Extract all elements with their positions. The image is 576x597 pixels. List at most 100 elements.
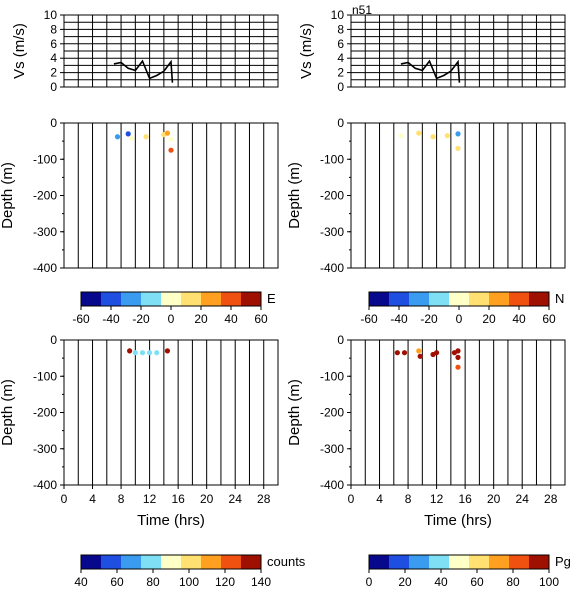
colorbar-swatch [509,555,530,569]
data-point [398,133,404,139]
vs-axis-label: Vs (m/s) [11,23,28,79]
data-point [164,348,171,354]
depth-panel-frame [350,122,566,269]
colorbar-swatch [81,555,102,569]
colorbar-label: E [267,291,276,306]
data-point [455,131,461,137]
vs-tick-label: 10 [44,8,58,22]
data-point [455,145,461,151]
data-point [125,131,131,137]
depth-tick-label: -400 [33,261,57,275]
depth-tick-label: -100 [320,152,344,166]
depth-tick-label: -400 [320,261,344,275]
colorbar-swatch [241,292,262,306]
colorbar-swatch [181,292,202,306]
data-point [430,134,436,140]
vs-tick-label: 6 [50,37,57,51]
colorbar-tick-label: 0 [366,575,373,589]
depth-panel-depth-e: 0 -100 -200 -300 -400 Depth (m) [0,116,279,275]
data-point [416,348,422,354]
colorbar-swatch [141,292,162,306]
data-point [139,350,146,356]
colorbar-cb-pg: 0 20 40 60 80 100 Pg [366,554,571,589]
colorbar-swatch [201,555,222,569]
colorbar-cb-n: -60 -40 -20 0 20 40 60 N [360,291,564,326]
data-point [147,350,153,356]
vs-tick-label: 8 [337,22,344,36]
colorbar-tick-label: -40 [390,312,408,326]
colorbar-cb-counts: 40 60 80 100 120 140 counts [74,554,305,589]
depth-tick-label: -300 [33,442,57,456]
vs-tick-label: 4 [337,51,344,65]
colorbar-swatch [469,292,490,306]
colorbar-swatch [141,555,162,569]
colorbar-tick-label: 100 [179,575,199,589]
depth-axis-label: Depth (m) [0,162,16,229]
colorbar-tick-label: 40 [224,312,238,326]
data-point [434,350,440,356]
colorbar-tick-label: 140 [251,575,271,589]
vs-tick-label: 0 [337,80,344,94]
colorbar-swatch [489,292,510,306]
colorbar-swatch [241,555,262,569]
depth-tick-label: -400 [33,478,57,492]
time-tick-label: 4 [89,492,96,506]
colorbar-tick-label: 80 [506,575,520,589]
depth-panel-frame [350,339,566,486]
vs-tick-label: 6 [337,37,344,51]
data-point [168,136,174,142]
depth-tick-label: -200 [320,406,344,420]
colorbar-tick-label: 60 [110,575,124,589]
vs-tick-label: 4 [50,51,57,65]
colorbar-swatch [121,292,142,306]
time-axis-label: Time (hrs) [137,512,205,529]
time-tick-label: 0 [348,492,355,506]
colorbar-swatch [429,555,450,569]
time-tick-label: 12 [143,492,157,506]
data-point [394,350,400,356]
time-axis-label: Time (hrs) [424,512,492,529]
depth-tick-label: 0 [50,333,57,347]
colorbar-tick-label: 20 [482,312,496,326]
colorbar-tick-label: 60 [542,312,556,326]
time-tick-label: 24 [516,492,530,506]
colorbar-swatch [101,292,122,306]
depth-axis-label: Depth (m) [0,379,16,446]
colorbar-swatch [161,292,182,306]
depth-panel-frame [63,339,279,486]
colorbar-tick-label: 100 [539,575,559,589]
depth-tick-label: -300 [320,442,344,456]
data-point [417,353,423,359]
colorbar-swatch [101,555,122,569]
colorbar-swatch [201,292,222,306]
depth-tick-label: 0 [337,333,344,347]
vs-tick-label: 2 [50,66,57,80]
station-label: n51 [352,3,372,17]
colorbar-tick-label: -20 [420,312,438,326]
colorbar-swatch [409,555,430,569]
depth-tick-label: 0 [337,116,344,130]
data-point [455,348,461,354]
colorbar-swatch [409,292,430,306]
depth-tick-label: -100 [33,369,57,383]
vs-line [400,59,461,83]
colorbar-swatch [529,292,550,306]
vs-axis-label: Vs (m/s) [298,23,315,79]
vs-line [113,59,174,83]
colorbar-swatch [181,555,202,569]
colorbar-tick-label: 80 [146,575,160,589]
colorbar-label: counts [267,554,306,569]
colorbar-swatch [509,292,530,306]
time-tick-label: 28 [544,492,558,506]
data-point [164,130,171,136]
data-point [129,135,135,141]
time-tick-label: 8 [118,492,125,506]
colorbar-frame [368,554,550,570]
vs-tick-label: 2 [337,66,344,80]
colorbar-tick-label: 120 [215,575,235,589]
data-point [455,364,461,370]
data-point [401,350,408,356]
depth-tick-label: -200 [320,189,344,203]
colorbar-swatch [221,292,242,306]
